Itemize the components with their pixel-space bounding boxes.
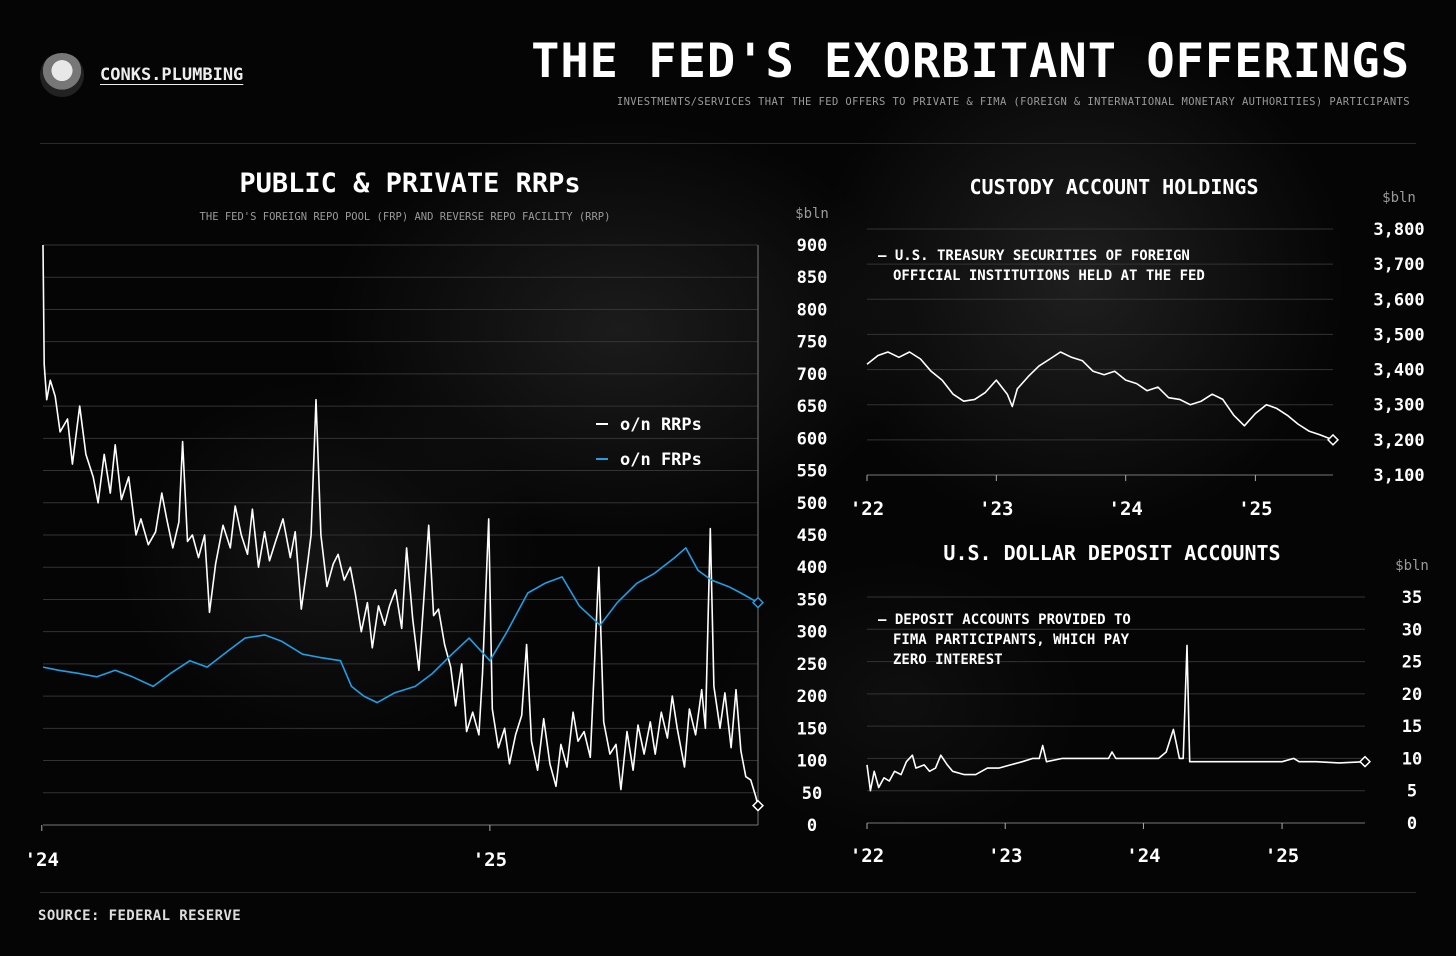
rrp-legend-label: o/n FRPs	[620, 450, 702, 470]
rrp-ytick-label: 600	[797, 429, 828, 449]
rrp-ytick-label: 550	[797, 462, 828, 482]
custody-ytick-label: 3,700	[1373, 255, 1424, 275]
custody-xtick-label: '24	[1109, 498, 1143, 520]
custody-ytick-label: 3,500	[1373, 325, 1424, 345]
custody-ytick-label: 3,200	[1373, 431, 1424, 451]
deposits-ytick-label: 35	[1402, 588, 1422, 608]
custody-ytick-label: 3,800	[1373, 220, 1424, 240]
deposits-series-line-0	[866, 644, 1366, 792]
custody-ytick-label: 3,300	[1373, 396, 1424, 416]
rrp-ytick-label: 50	[802, 784, 822, 804]
deposits-endpoint-marker	[1358, 755, 1372, 768]
custody-unit-label: $bln	[1382, 190, 1416, 206]
rrp-ytick-label: 100	[797, 752, 828, 772]
custody-xtick-label: '23	[979, 498, 1013, 520]
deposits-unit-label: $bln	[1395, 558, 1429, 574]
deposits-xtick-label: '25	[1265, 845, 1299, 867]
rrp-ytick-label: 800	[797, 300, 828, 320]
rrp-legend-label: o/n RRPs	[620, 415, 702, 435]
custody-xtick-label: '22	[850, 498, 884, 520]
deposits-xtick-label: '22	[850, 845, 884, 867]
rrp-ytick-label: 0	[807, 816, 817, 836]
custody-ytick-label: 3,100	[1373, 466, 1424, 486]
rrp-xtick-label: '24	[25, 849, 59, 871]
rrp-chart: PUBLIC & PRIVATE RRPs THE FED'S FOREIGN R…	[25, 168, 829, 871]
rrp-ytick-label: 350	[797, 590, 828, 610]
custody-chart: CUSTODY ACCOUNT HOLDINGS $bln 3,100 3,200 3,…	[850, 175, 1425, 520]
custody-series-line-0	[866, 351, 1334, 441]
deposits-chart: U.S. DOLLAR DEPOSIT ACCOUNTS $bln 0 5 10 15 20…	[850, 541, 1429, 867]
rrp-ytick-label: 200	[797, 687, 828, 707]
deposits-xtick-label: '24	[1126, 845, 1160, 867]
custody-xtick-label: '25	[1238, 498, 1272, 520]
deposits-ytick-label: 25	[1402, 653, 1422, 673]
rrp-ytick-label: 400	[797, 558, 828, 578]
deposits-xtick-label: '23	[988, 845, 1022, 867]
rrp-title: PUBLIC & PRIVATE RRPs	[239, 168, 580, 199]
deposits-title: U.S. DOLLAR DEPOSIT ACCOUNTS	[943, 541, 1280, 565]
custody-ytick-label: 3,600	[1373, 290, 1424, 310]
page-title: THE FED'S EXORBITANT OFFERINGS	[531, 34, 1410, 89]
custody-title: CUSTODY ACCOUNT HOLDINGS	[970, 175, 1259, 199]
custody-ytick-label: 3,400	[1373, 361, 1424, 381]
deposits-ytick-label: 10	[1402, 749, 1422, 769]
rrp-ytick-label: 300	[797, 623, 828, 643]
rrp-xtick-label: '25	[473, 849, 507, 871]
footer-divider	[40, 892, 1416, 893]
avatar	[40, 53, 84, 97]
rrp-ytick-label: 750	[797, 333, 828, 353]
source-note: SOURCE: FEDERAL RESERVE	[38, 908, 242, 924]
rrp-endpoint-marker	[751, 799, 765, 812]
deposits-ytick-label: 0	[1407, 814, 1417, 834]
deposits-annotation: — DEPOSIT ACCOUNTS PROVIDED TO FIMA PARTI…	[878, 612, 1131, 668]
custody-endpoint-marker	[1326, 433, 1340, 446]
rrp-endpoint-marker	[751, 596, 765, 609]
deposits-ytick-label: 5	[1407, 782, 1417, 802]
brand: CONKS.PLUMBING	[40, 53, 243, 97]
deposits-ytick-label: 30	[1402, 620, 1422, 640]
rrp-ytick-label: 650	[797, 397, 828, 417]
rrp-series-line-o-n-rrps	[42, 244, 759, 806]
page-subtitle: INVESTMENTS/SERVICES THAT THE FED OFFERS…	[616, 96, 1410, 108]
rrp-ytick-label: 850	[797, 268, 828, 288]
brand-link[interactable]: CONKS.PLUMBING	[100, 65, 244, 85]
custody-annotation: — U.S. TREASURY SECURITIES OF FOREIGN OFF…	[878, 248, 1205, 284]
deposits-ytick-label: 15	[1402, 717, 1422, 737]
deposits-ytick-label: 20	[1402, 685, 1422, 705]
rrp-ytick-label: 250	[797, 655, 828, 675]
rrp-subtitle: THE FED'S FOREIGN REPO POOL (FRP) AND RE…	[200, 211, 611, 223]
rrp-ytick-label: 500	[797, 494, 828, 514]
rrp-unit-label: $bln	[795, 206, 829, 222]
header-divider	[40, 143, 1416, 144]
rrp-ytick-label: 450	[797, 526, 828, 546]
rrp-ytick-label: 900	[797, 236, 828, 256]
rrp-series-line-o-n-frps	[42, 547, 759, 704]
rrp-ytick-label: 700	[797, 365, 828, 385]
rrp-ytick-label: 150	[797, 719, 828, 739]
